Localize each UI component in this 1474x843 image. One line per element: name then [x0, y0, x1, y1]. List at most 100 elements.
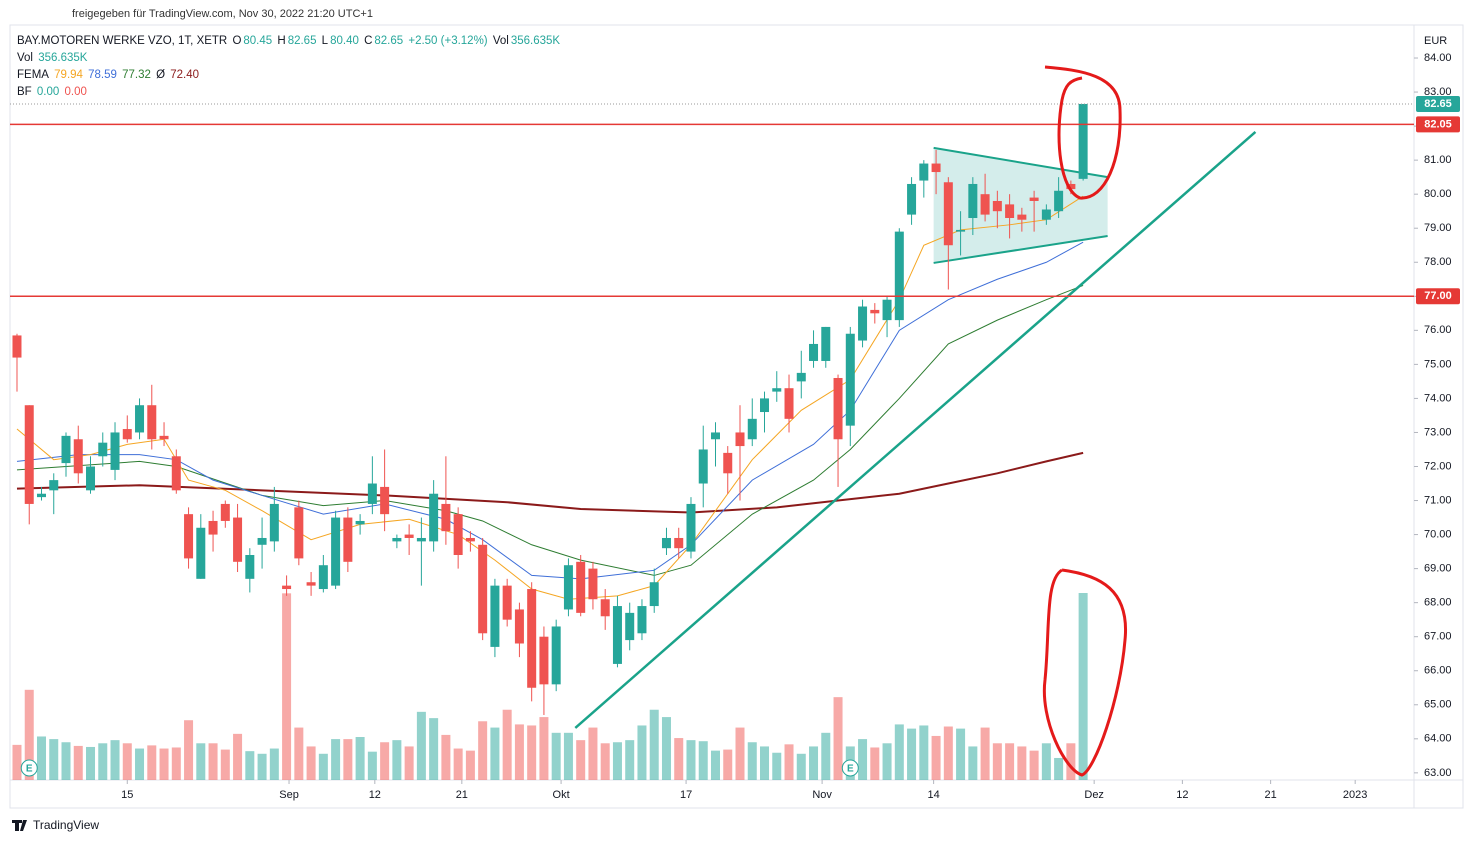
- candle-body: [539, 636, 549, 685]
- candle-body: [809, 343, 819, 361]
- volume-bar: [147, 745, 157, 780]
- volume-bar: [612, 742, 622, 780]
- candle-body: [772, 388, 782, 392]
- candle-body: [282, 585, 292, 590]
- candle-body: [331, 517, 341, 586]
- volume-bar: [1029, 750, 1039, 780]
- earnings-marker: [841, 759, 859, 777]
- y-tick-label: 78.00: [1424, 256, 1452, 268]
- volume-bar: [1066, 743, 1076, 780]
- fema: 79.94: [54, 69, 83, 81]
- candle-body: [257, 537, 267, 545]
- candle-body: [1054, 190, 1064, 212]
- price-label-box: [1416, 116, 1460, 133]
- x-tick-label: 17: [680, 789, 692, 801]
- volume-bar: [367, 751, 377, 780]
- fema-sep: Ø: [156, 69, 166, 81]
- x-tick-label: Nov: [812, 789, 832, 801]
- candle-body: [649, 582, 659, 607]
- volume-bar: [220, 749, 230, 780]
- earnings-label: E: [26, 764, 33, 775]
- volume-bar: [735, 727, 745, 780]
- volume-bar: [931, 735, 941, 780]
- freehand-circle: [1042, 568, 1128, 777]
- candle-body: [551, 626, 561, 685]
- candle-body: [956, 229, 966, 232]
- y-tick-label: 75.00: [1424, 358, 1452, 370]
- volume-bar: [404, 746, 414, 780]
- candle-body: [196, 527, 206, 579]
- currency: EUR: [1424, 35, 1447, 47]
- candle-body: [36, 493, 46, 498]
- volume-bar: [343, 739, 353, 780]
- x-tick-label: 21: [1264, 789, 1276, 801]
- volume-bar: [86, 746, 96, 780]
- candle-body: [907, 183, 917, 215]
- candle-body: [576, 561, 586, 613]
- candle-body: [208, 520, 218, 535]
- volume-bar: [1017, 746, 1027, 780]
- volume-bar: [135, 748, 145, 780]
- y-tick-label: 84.00: [1424, 52, 1452, 64]
- candle-body: [563, 565, 573, 610]
- volume-bar: [453, 748, 463, 780]
- share-note: freigegeben für TradingView.com, Nov 30,…: [72, 8, 373, 20]
- volume-bar: [61, 742, 71, 780]
- volume-bar: [576, 740, 586, 780]
- x-tick-label: 15: [121, 789, 133, 801]
- price-label: 82.05: [1424, 118, 1452, 130]
- volume-bar: [1041, 743, 1051, 780]
- candle-body: [674, 537, 684, 549]
- price-label-box: [1416, 288, 1460, 305]
- candle-body: [747, 418, 757, 440]
- volume-bar: [196, 743, 206, 780]
- ema-line: [16, 195, 1084, 600]
- candle-body: [147, 405, 157, 440]
- fema: 72.40: [170, 69, 200, 81]
- volume-bar: [416, 711, 426, 780]
- candle-body: [931, 163, 941, 173]
- volume-bar: [809, 746, 819, 780]
- candle-body: [453, 514, 463, 555]
- candle-body: [245, 554, 255, 579]
- candle-body: [625, 612, 635, 641]
- volume-bar: [563, 732, 573, 780]
- candle-body: [710, 432, 720, 440]
- y-tick-label: 63.00: [1424, 767, 1452, 779]
- volume-bar: [49, 739, 59, 780]
- volume-bar: [698, 741, 708, 780]
- volume-bar: [919, 725, 929, 780]
- volume-bar: [649, 709, 659, 780]
- candle-body: [110, 432, 120, 470]
- candle-body: [870, 309, 880, 314]
- candle-body: [184, 514, 194, 559]
- candle-body: [478, 544, 488, 634]
- candle-body: [784, 388, 794, 419]
- y-tick-label: 76.00: [1424, 324, 1452, 336]
- volume-bar: [24, 689, 34, 780]
- candle-body: [796, 372, 806, 382]
- candle-body: [392, 537, 402, 542]
- candle-body: [367, 483, 377, 504]
- h-label: H: [277, 35, 286, 47]
- volume-bar: [710, 750, 720, 780]
- freehand-circle: [1044, 65, 1122, 200]
- candle-body: [135, 405, 145, 433]
- volume-bar: [968, 746, 978, 780]
- candle-body: [12, 335, 22, 358]
- volume-bar: [233, 733, 243, 780]
- vol: 356.635K: [38, 52, 88, 64]
- candle-body: [233, 517, 243, 562]
- logo: [12, 820, 27, 831]
- candle-body: [1078, 103, 1088, 179]
- candle-body: [404, 534, 414, 538]
- candle-body: [86, 466, 96, 491]
- candle-body: [723, 452, 733, 474]
- c-label: C: [364, 35, 373, 47]
- volume-bar: [12, 744, 22, 780]
- y-tick-label: 80.00: [1424, 188, 1452, 200]
- candle-body: [380, 486, 390, 515]
